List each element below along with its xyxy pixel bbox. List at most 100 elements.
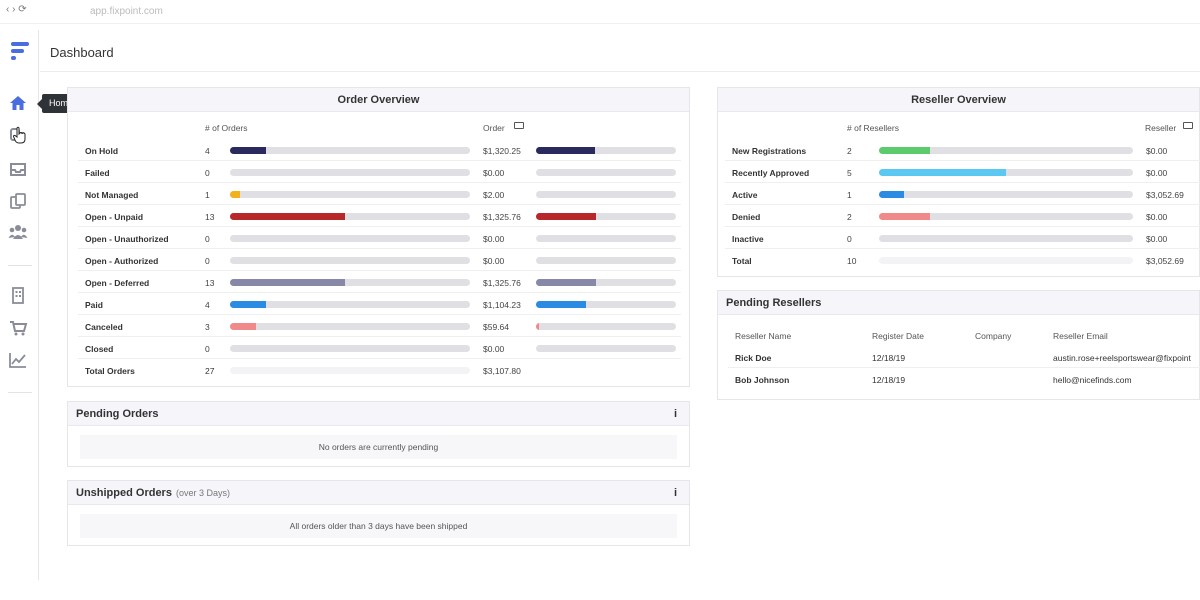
order-amount: $0.00	[483, 344, 505, 354]
order-amount-bar-fill	[536, 301, 586, 308]
reseller-status-row[interactable]: Active 1 $3,052.69	[725, 183, 1200, 205]
reseller-count-bar-fill	[879, 191, 904, 198]
info-icon[interactable]: i	[673, 408, 677, 420]
reseller-status-label: Inactive	[732, 234, 764, 244]
order-count-bar-track	[230, 169, 470, 176]
order-status-row[interactable]: Open - Authorized 0 $0.00	[78, 249, 681, 271]
order-status-label: Open - Unpaid	[85, 212, 144, 222]
table-row[interactable]: Bob Johnson 12/18/19 hello@nicefinds.com	[728, 368, 1200, 390]
sidebar-divider	[8, 265, 32, 266]
reseller-status-row[interactable]: New Registrations 2 $0.00	[725, 139, 1200, 161]
order-overview-panel: Order Overview # of Orders Order On Hold…	[67, 87, 690, 387]
order-amount: $1,320.25	[483, 146, 521, 156]
col-company: Company	[975, 331, 1012, 341]
order-count-bar-track	[230, 279, 470, 286]
reseller-overview-panel: Reseller Overview # of Resellers Reselle…	[717, 87, 1200, 277]
order-amount-bar-track	[536, 257, 676, 264]
pending-resellers-header: Pending Resellers	[718, 291, 1199, 315]
order-count: 0	[205, 344, 210, 354]
orders-amount-header: Order	[483, 123, 505, 133]
app-logo-icon[interactable]	[9, 40, 31, 62]
order-count-bar-track	[230, 235, 470, 242]
order-status-row[interactable]: Open - Unauthorized 0 $0.00	[78, 227, 681, 249]
reseller-count-bar-track	[879, 235, 1133, 242]
order-status-row[interactable]: Failed 0 $0.00	[78, 161, 681, 183]
order-amount: $1,104.23	[483, 300, 521, 310]
order-amount: $0.00	[483, 168, 505, 178]
reseller-total-label: Total	[732, 256, 752, 266]
order-status-row[interactable]: Open - Unpaid 13 $1,325.76	[78, 205, 681, 227]
home-icon[interactable]	[8, 94, 30, 114]
order-count-bar-track	[230, 301, 470, 308]
order-status-row[interactable]: Paid 4 $1,104.23	[78, 293, 681, 315]
browser-url[interactable]: app.fixpoint.com	[90, 6, 163, 17]
order-count: 13	[205, 278, 215, 288]
pending-resellers-panel: Pending Resellers Reseller Name Register…	[717, 290, 1200, 400]
pending-resellers-title: Pending Resellers	[726, 297, 822, 309]
order-status-row[interactable]: On Hold 4 $1,320.25	[78, 139, 681, 161]
order-count-bar-track	[230, 213, 470, 220]
reseller-status-row[interactable]: Recently Approved 5 $0.00	[725, 161, 1200, 183]
reseller-status-row[interactable]: Inactive 0 $0.00	[725, 227, 1200, 249]
reseller-status-label: Recently Approved	[732, 168, 810, 178]
reseller-overview-title: Reseller Overview	[718, 88, 1199, 112]
order-amount: $0.00	[483, 234, 505, 244]
order-status-row[interactable]: Not Managed 1 $2.00	[78, 183, 681, 205]
order-count-bar-fill	[230, 279, 345, 286]
reseller-count: 5	[847, 168, 852, 178]
sidebar-divider	[8, 392, 32, 393]
unshipped-orders-subtitle: (over 3 Days)	[175, 488, 230, 498]
inbox-icon[interactable]	[8, 160, 30, 180]
order-status-label: Open - Deferred	[85, 278, 150, 288]
register-date: 12/18/19	[872, 353, 906, 363]
order-amount-bar-track	[536, 301, 676, 308]
table-row[interactable]: Rick Doe 12/18/19 austin.rose+reelsports…	[728, 346, 1200, 368]
reseller-email: hello@nicefinds.com	[1053, 375, 1132, 385]
info-icon[interactable]: i	[673, 487, 677, 499]
order-status-row[interactable]: Canceled 3 $59.64	[78, 315, 681, 337]
page-title: Dashboard	[50, 45, 114, 60]
reseller-count: 1	[847, 190, 852, 200]
chart-icon[interactable]	[8, 351, 30, 371]
order-amount: $1,325.76	[483, 278, 521, 288]
order-status-label: Not Managed	[85, 190, 139, 200]
order-count: 4	[205, 300, 210, 310]
order-amount-bar-fill	[536, 279, 596, 286]
reseller-status-label: Denied	[732, 212, 761, 222]
groups-icon[interactable]	[8, 223, 30, 243]
resellers-count-header: # of Resellers	[847, 123, 899, 133]
order-count-bar-track	[230, 147, 470, 154]
unshipped-orders-header: Unshipped Orders (over 3 Days) i	[68, 481, 689, 505]
reseller-status-row[interactable]: Denied 2 $0.00	[725, 205, 1200, 227]
order-status-label: Failed	[85, 168, 110, 178]
cart-icon[interactable]	[8, 319, 30, 339]
order-amount: $2.00	[483, 190, 505, 200]
order-amount-bar-track	[536, 213, 676, 220]
order-count-bar-fill	[230, 213, 345, 220]
order-amount-bar-track	[536, 323, 676, 330]
col-reseller-email: Reseller Email	[1053, 331, 1108, 341]
pending-orders-panel: Pending Orders i No orders are currently…	[67, 401, 690, 467]
register-date: 12/18/19	[872, 375, 906, 385]
order-total-count: 27	[205, 366, 215, 376]
reseller-amount: $0.00	[1146, 168, 1168, 178]
order-amount: $0.00	[483, 256, 505, 266]
reseller-count: 2	[847, 146, 852, 156]
order-count-bar-fill	[230, 323, 256, 330]
order-status-label: Paid	[85, 300, 103, 310]
reseller-count-bar-fill	[879, 147, 930, 154]
order-count: 0	[205, 168, 210, 178]
order-status-label: Open - Authorized	[85, 256, 159, 266]
reseller-total-row: Total 10 $3,052.69	[725, 249, 1200, 271]
pending-orders-empty: No orders are currently pending	[80, 435, 677, 459]
order-status-row[interactable]: Closed 0 $0.00	[78, 337, 681, 359]
money-icon	[1183, 122, 1193, 129]
documents-icon[interactable]	[8, 192, 30, 212]
browser-nav[interactable]: ‹ › ⟳	[6, 4, 27, 15]
reseller-count: 2	[847, 212, 852, 222]
reseller-status-label: Active	[732, 190, 758, 200]
order-status-row[interactable]: Open - Deferred 13 $1,325.76	[78, 271, 681, 293]
building-icon[interactable]	[8, 286, 30, 306]
order-status-label: On Hold	[85, 146, 119, 156]
order-amount: $1,325.76	[483, 212, 521, 222]
